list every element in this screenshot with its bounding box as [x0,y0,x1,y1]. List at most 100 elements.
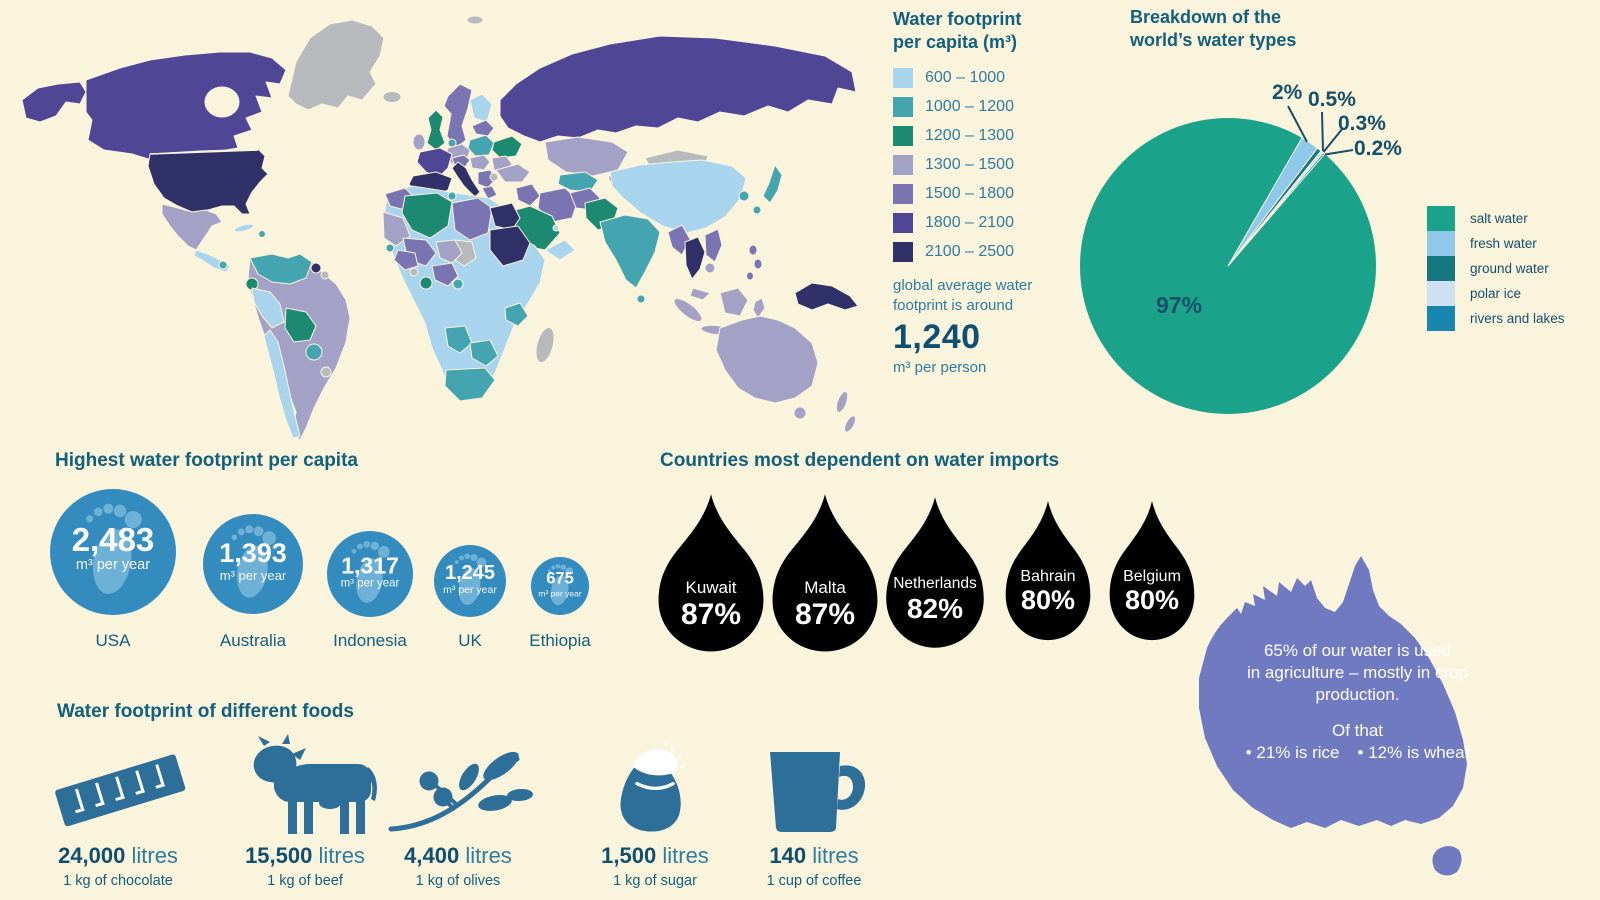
water-drop-kuwait: Kuwait 87% [654,492,768,657]
country-south-africa [444,367,496,402]
australia-callout-text: 65% of our water is used in agriculture … [1245,641,1470,762]
footprint-circle-indonesia: 1,317 m³ per year [327,531,413,617]
country-poland [467,134,495,157]
country-nigeria [431,262,459,287]
country-russia [499,35,857,143]
legend-swatch [893,242,913,262]
footprint-circle-usa: 2,483 m³ per year [50,489,176,615]
korea [738,190,750,202]
food-caption: 1 kg of olives [415,873,501,889]
legend-row: 1500 – 1800 [893,184,1093,204]
country-colombia-venezuela [249,253,313,285]
country-turkey [495,163,531,183]
legend-swatch [893,97,913,117]
legend-row: rivers and lakes [1427,306,1565,331]
food-value: 15,500 litres [245,843,365,868]
legend-swatch [1427,256,1455,281]
water-drop-belgium: Belgium 80% [1106,499,1198,645]
legend-row: 1800 – 2100 [893,213,1093,233]
legend-row: polar ice [1427,281,1565,306]
papua-new-guinea [794,282,859,311]
pie-label-polar: 0.3% [1338,112,1386,135]
country-greece [481,185,498,200]
country-alaska [21,81,87,123]
global-average-note: global average water footprint is around [893,277,1033,314]
cuba [233,223,255,233]
legend-row: 600 – 1000 [893,68,1093,88]
cow-icon [253,734,377,834]
tasmania-silhouette [1432,846,1462,876]
map-legend: Water footprint per capita (m³) 600 – 10… [893,8,1093,376]
country-peru [251,287,285,329]
food-item-sugar: 1,500 litres 1 kg of sugar [560,736,750,889]
legend-swatch [1427,306,1455,331]
country-france [416,147,453,179]
tasmania [793,406,807,420]
country-mexico [161,203,223,251]
sri-lanka [636,294,646,304]
pie-title: Breakdown of the world’s water types [1130,7,1297,50]
country-label: USA [95,631,131,650]
continent-south-america [245,253,351,441]
country-label: UK [458,631,482,650]
tunisia [447,191,457,201]
pie-label-fresh: 2% [1272,81,1303,104]
pie-label-ground: 0.5% [1308,88,1356,111]
food-item-chocolate: 24,000 litres 1 kg of chocolate [23,736,213,889]
leader-line-2pct [1287,105,1308,143]
map-legend-title: Water footprint per capita (m³) [893,9,1022,52]
country-thailand [684,236,706,280]
zambia-zimbabwe [469,339,499,367]
country-iran [537,187,579,223]
legend-swatch [893,184,913,204]
coffee-mug-icon [770,752,866,832]
country-vietnam [704,228,723,263]
food-value: 4,400 litres [404,843,512,868]
country-label: Australia [219,631,287,650]
hudson-bay [204,86,240,118]
footprint-circle-australia: 1,393 m³ per year [203,514,303,614]
country-paraguay [305,343,323,361]
country-angola [444,325,473,354]
leader-line-02pct [1324,149,1354,156]
country-malaysia [689,287,711,301]
leader-line-03pct [1322,127,1344,153]
cameroon [452,278,464,290]
global-average-value: 1,240 [893,318,981,356]
food-item-beef: 15,500 litres 1 kg of beef [210,734,400,889]
country-usa [147,148,269,215]
country-iceland [382,91,402,103]
country-ghana [419,276,433,290]
leader-line-05pct [1321,111,1324,152]
food-item-coffee: 140 litres 1 cup of coffee [719,736,909,889]
food-value: 1,500 litres [601,843,709,868]
legend-row: 2100 – 2500 [893,242,1093,262]
section-title-foods: Water footprint of different foods [57,701,354,722]
food-caption: 1 kg of chocolate [63,873,173,889]
legend-row: 1200 – 1300 [893,126,1093,146]
country-brazil-argentina [247,253,351,441]
section-title-footprints: Highest water footprint per capita [55,450,358,471]
pie-label-salt: 97% [1156,292,1203,318]
food-value: 24,000 litres [58,843,178,868]
country-greenland [287,19,385,111]
continent-africa [382,185,555,402]
country-india [599,214,661,289]
footprint-circle-uk: 1,245 m³ per year [434,545,506,617]
sumatra [673,298,703,322]
food-item-olives: 4,400 litres 1 kg of olives [363,736,553,889]
legend-swatch [1427,206,1455,231]
country-china [609,159,747,234]
food-caption: 1 kg of beef [267,873,343,889]
legend-swatch [893,126,913,146]
footprint-circle-ethiopia: 675 m³ per year [531,557,589,615]
country-finland [469,93,493,123]
sugar-sack-icon [620,741,684,832]
country-bolivia [284,307,317,343]
arctic-island [466,15,484,25]
legend-swatch [893,68,913,88]
country-algeria [401,192,453,239]
country-ireland [412,133,426,151]
scandinavia [443,83,473,149]
country-niger [435,239,463,264]
